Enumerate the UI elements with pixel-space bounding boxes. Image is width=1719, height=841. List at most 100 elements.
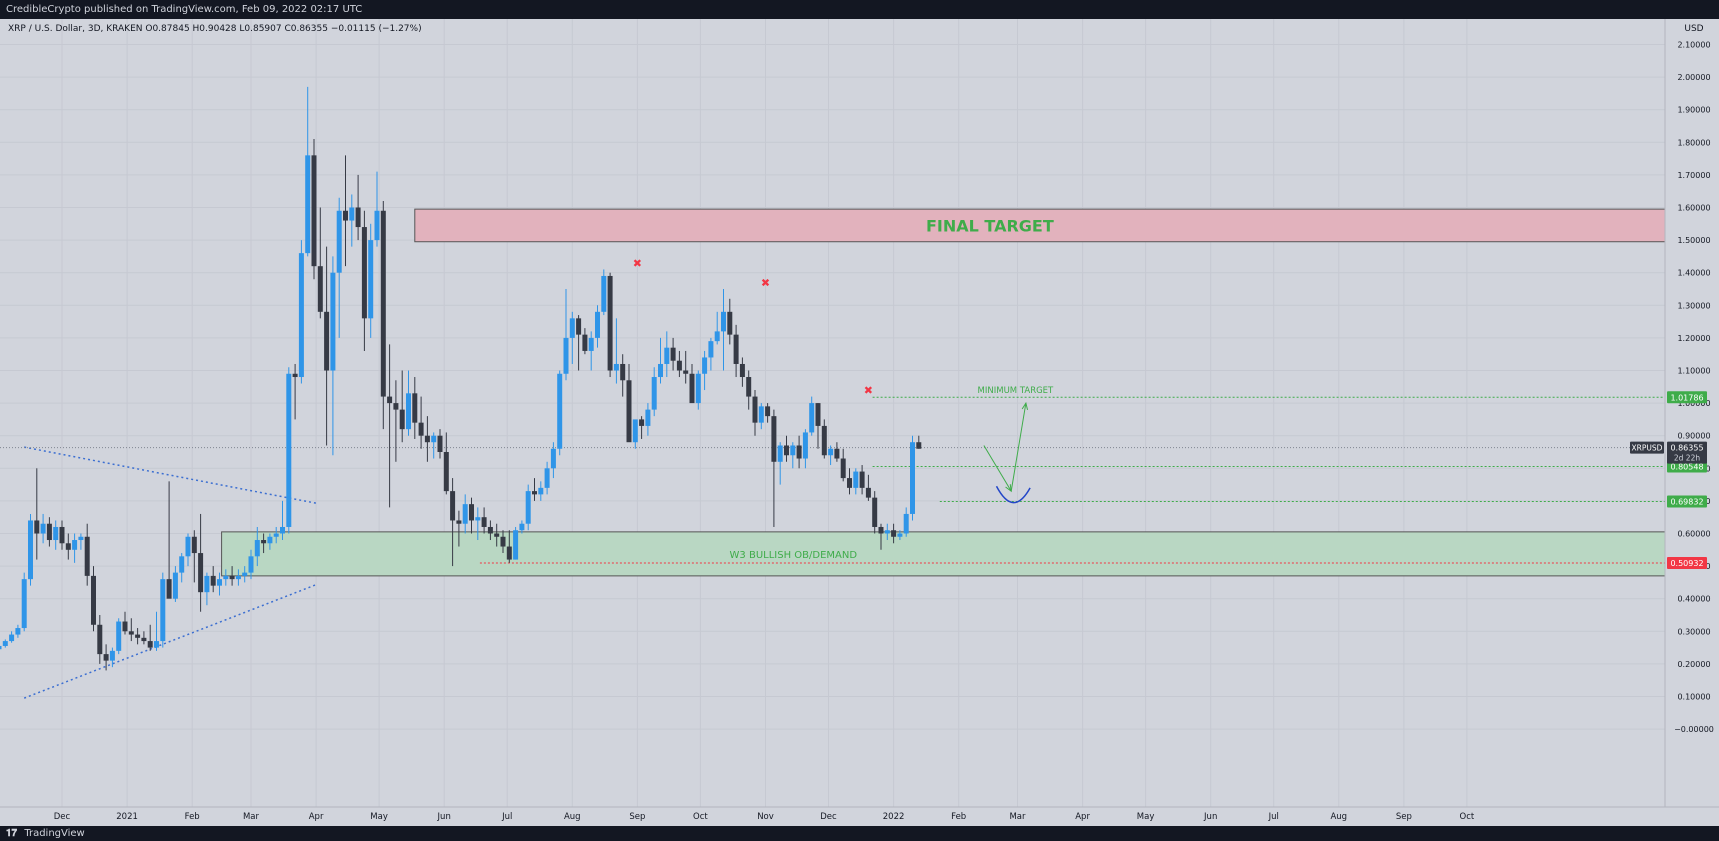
candle-body	[847, 478, 852, 488]
candle-body	[217, 579, 222, 586]
time-tick-label: Dec	[54, 812, 71, 822]
candle-body	[903, 513, 909, 534]
candle-body	[727, 311, 733, 335]
trendline	[23, 583, 317, 699]
price-tag-label: 1.01786	[1670, 393, 1703, 402]
candle-body	[248, 556, 254, 573]
candle-body	[714, 331, 720, 342]
candle-body	[821, 425, 827, 456]
price-tick-label: 0.40000	[1677, 595, 1710, 604]
candle-body	[708, 341, 714, 358]
time-tick-label: Feb	[185, 812, 200, 822]
candle-body	[910, 442, 915, 514]
time-tick-label: 2021	[116, 812, 138, 822]
candle-body	[645, 409, 651, 426]
candle-body	[273, 533, 279, 537]
candle-body	[387, 396, 393, 404]
time-tick-label: Oct	[1460, 812, 1475, 822]
candle-body	[406, 393, 411, 430]
candle-body	[179, 556, 185, 573]
candle-body	[380, 210, 386, 397]
time-tick-label: Apr	[1075, 812, 1090, 822]
candle-body	[739, 363, 745, 378]
time-tick-label: Aug	[564, 812, 581, 822]
candle-body	[431, 435, 437, 443]
candle-body	[487, 526, 493, 534]
candle-body	[198, 553, 204, 593]
candle-body	[563, 337, 569, 374]
candle-body	[733, 334, 739, 364]
candle-body	[765, 406, 771, 417]
x-marker-icon: ✖	[633, 257, 642, 270]
price-tick-label: 0.90000	[1677, 432, 1710, 441]
time-tick-label: Nov	[757, 812, 774, 822]
price-tag-box	[1667, 495, 1707, 508]
candle-body	[689, 373, 695, 404]
candle-body	[172, 572, 178, 599]
price-tick-label: 1.30000	[1677, 301, 1710, 310]
candle-body	[59, 526, 65, 544]
candle-body	[721, 311, 726, 332]
candle-body	[809, 403, 815, 433]
candle-body	[916, 442, 922, 449]
annotation-text: MINIMUM TARGET	[978, 386, 1055, 396]
candle-body	[639, 419, 645, 426]
candle-body	[651, 377, 657, 410]
candle-body	[305, 155, 311, 254]
time-axis[interactable]: Dec 2021 Feb Mar Apr May Jun Jul Aug Sep Oct Nov Dec…	[54, 812, 1475, 822]
annotations-layer: ✖ ✖ ✖ MINIMUM TARGET	[633, 257, 1055, 504]
zone-box	[221, 531, 1666, 577]
price-tick-label: 2.00000	[1677, 73, 1710, 82]
candle-body	[166, 579, 172, 599]
time-tick-label: Jun	[1203, 812, 1217, 822]
candle-body	[336, 210, 342, 273]
publish-info: CredibleCrypto published on TradingView.…	[0, 0, 1719, 19]
candle-body	[853, 471, 859, 488]
candle-body	[147, 641, 153, 648]
price-tick-label: 0.10000	[1677, 693, 1710, 702]
candle-body	[828, 448, 834, 456]
candle-body	[437, 435, 443, 452]
candle-body	[872, 497, 878, 527]
candle-body	[286, 373, 292, 527]
candle-body	[595, 311, 600, 338]
time-tick-label: May	[370, 812, 388, 822]
candle-body	[78, 536, 84, 541]
projection-arrowhead	[1021, 401, 1029, 411]
candle-body	[185, 536, 191, 557]
candle-body	[374, 210, 380, 241]
symbol-tag-box	[1630, 441, 1664, 454]
candle-body	[15, 628, 21, 635]
candle-body	[450, 491, 456, 521]
candle-body	[210, 575, 216, 586]
candle-body	[626, 380, 632, 443]
candle-body	[122, 621, 128, 632]
candle-body	[569, 318, 575, 338]
candle-body	[109, 650, 115, 661]
candle-body	[519, 523, 525, 531]
candle-body	[475, 517, 481, 521]
candle-body	[343, 210, 348, 221]
candle-body	[632, 419, 638, 443]
candle-body	[135, 634, 141, 638]
xrp-candlestick-chart[interactable]: FINAL TARGET W3 BULLISH OB/DEMAND ✖ ✖ ✖ MINI…	[0, 19, 1719, 826]
current-price-label: 0.86355	[1670, 444, 1703, 453]
candle-body	[582, 334, 588, 351]
candle-body	[91, 575, 96, 625]
candle-body	[9, 634, 15, 642]
candle-body	[588, 337, 594, 351]
candle-body	[317, 266, 323, 312]
candle-body	[399, 409, 405, 430]
price-tick-label: 1.10000	[1677, 367, 1710, 376]
price-tick-label: 1.00000	[1677, 399, 1710, 408]
candle-body	[424, 435, 430, 443]
candle-body	[84, 536, 90, 576]
candle-body	[815, 403, 821, 426]
price-tag-box	[1667, 557, 1707, 570]
time-tick-label: Oct	[693, 812, 708, 822]
price-tick-label: 2.10000	[1677, 41, 1710, 50]
projection-line	[1010, 403, 1027, 492]
price-tick-label: 1.80000	[1677, 138, 1710, 147]
price-tag-label: 0.50932	[1670, 559, 1703, 568]
candle-body	[758, 406, 764, 423]
